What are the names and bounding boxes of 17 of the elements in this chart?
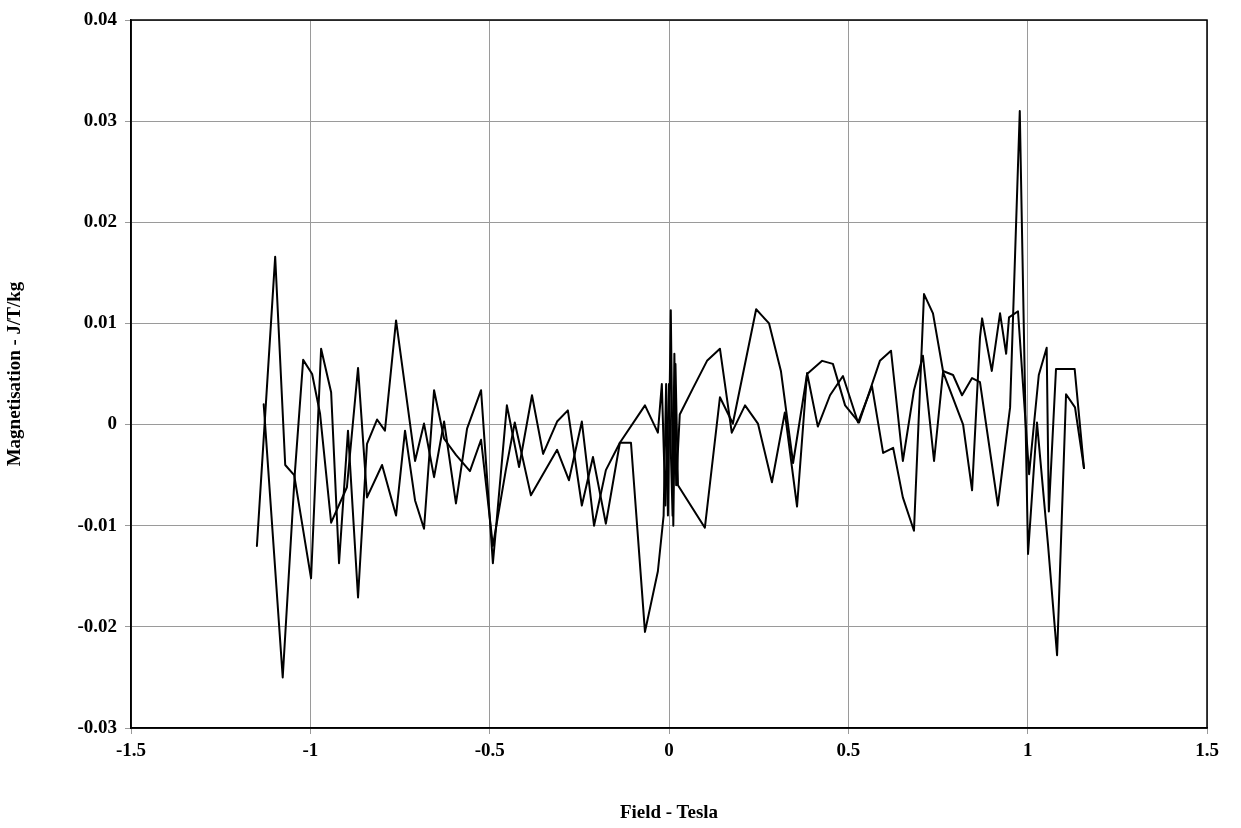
y-tick-label: -0.03	[77, 715, 117, 737]
x-axis-title: Field - Tesla	[619, 800, 719, 822]
y-tick-label: -0.01	[77, 513, 117, 535]
x-tick-label: -1	[302, 739, 319, 761]
y-tick-label: 0.04	[83, 7, 118, 29]
y-tick-label: 0.01	[83, 311, 117, 333]
x-tick-label: 0.5	[836, 739, 861, 761]
x-tick-label: -0.5	[474, 739, 505, 761]
x-tick-label: 1	[1022, 739, 1033, 761]
y-tick-label: -0.02	[77, 614, 117, 636]
y-tick-label: 0	[107, 412, 117, 434]
y-tick-label: 0.03	[83, 109, 117, 131]
y-axis-title: Magnetisation - J/T/kg	[3, 281, 25, 467]
y-tick-label: 0.02	[83, 210, 117, 232]
x-tick-label: 0	[664, 739, 674, 761]
x-tick-label: -1.5	[115, 739, 147, 761]
x-tick-label: 1.5	[1195, 739, 1219, 761]
